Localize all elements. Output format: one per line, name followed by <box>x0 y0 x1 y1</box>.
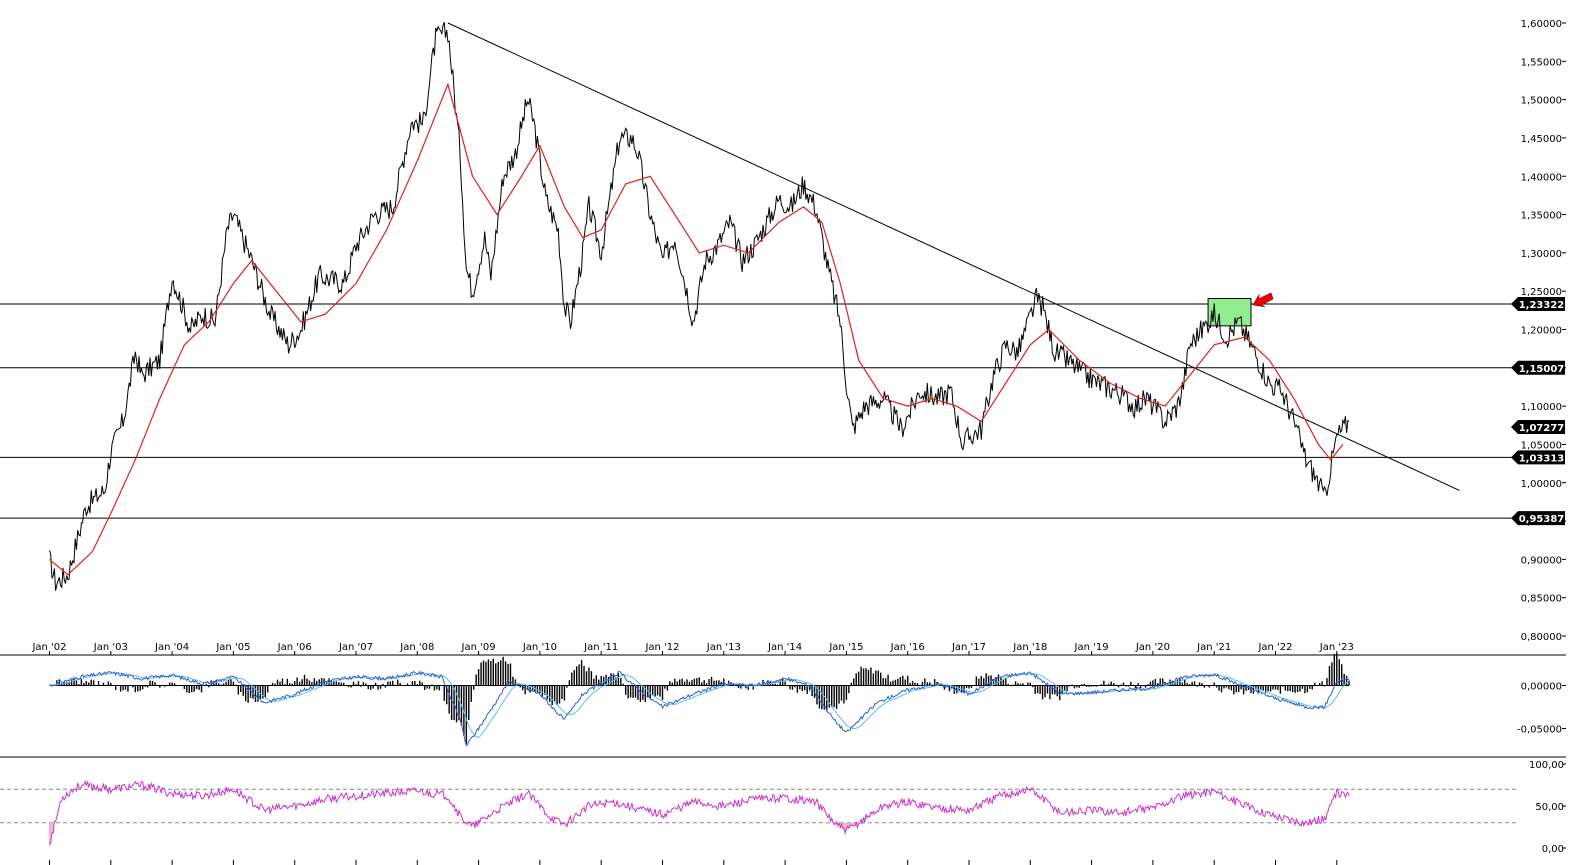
x-tick-label: Jan '16 <box>890 642 925 653</box>
moving-average-layer <box>49 82 1344 576</box>
price-panel: 1,60000 1,55000 1,50000 1,45000 1,40000 1,350… <box>0 19 1566 656</box>
level-tag-bg <box>1511 450 1565 465</box>
y-tick-label: 1,35000 <box>1521 211 1562 222</box>
x-tick-label: Jan '14 <box>767 642 802 653</box>
y-tick-label: 1,60000 <box>1521 19 1562 30</box>
x-tick-label: Jan '04 <box>154 642 189 653</box>
x-tick-label: Jan '08 <box>399 642 434 653</box>
level-tag-text: 1,03313 <box>1519 453 1565 464</box>
level-tag-text: 0,95387 <box>1519 514 1565 525</box>
y-tick-label: 1,25000 <box>1521 287 1562 298</box>
rsi-panel: 100,00 50,00 0,00 <box>0 760 1566 865</box>
rsi-y-tick-label: 0,00 <box>1542 844 1564 855</box>
macd-lines-layer <box>49 670 1350 747</box>
x-tick-label: Jan '20 <box>1135 642 1170 653</box>
y-tick-label: 1,30000 <box>1521 249 1562 260</box>
x-tick-label: Jan '07 <box>338 642 373 653</box>
level-tag-text: 1,23322 <box>1519 300 1565 311</box>
y-tick-label: 1,45000 <box>1521 134 1562 145</box>
level-tag-bg <box>1511 511 1565 526</box>
rsi-y-axis: 100,00 50,00 0,00 <box>1529 760 1566 855</box>
x-tick-label: Jan '03 <box>93 642 128 653</box>
current-price-tag-text: 1,07277 <box>1519 423 1565 434</box>
y-tick-label: 1,10000 <box>1521 402 1562 413</box>
x-tick-label: Jan '23 <box>1319 642 1354 653</box>
y-tick-label: 1,00000 <box>1521 479 1562 490</box>
x-tick-label: Jan '19 <box>1074 642 1109 653</box>
price-x-axis: Jan '02 Jan '03 Jan '04 Jan '05 Jan '06 Jan '… <box>31 642 1354 655</box>
price-level-tags: 1,23322 1,15007 1,03313 0,95387 1,07277 <box>1511 297 1565 526</box>
x-tick-label: Jan '21 <box>1196 642 1231 653</box>
x-tick-label: Jan '22 <box>1257 642 1292 653</box>
macd-signal-line <box>49 672 1350 738</box>
x-tick-label: Jan '10 <box>522 642 557 653</box>
y-tick-label: 0,85000 <box>1521 594 1562 605</box>
moving-average-line <box>49 82 1344 576</box>
rsi-line <box>49 779 1350 846</box>
x-tick-label: Jan '09 <box>461 642 496 653</box>
level-tag-bg <box>1511 360 1565 375</box>
x-tick-label: Jan '11 <box>583 642 618 653</box>
macd-panel: 0,00000 -0,05000 <box>0 653 1566 758</box>
level-tag-text: 1,15007 <box>1519 364 1565 375</box>
x-tick-label: Jan '15 <box>828 642 863 653</box>
y-tick-label: 0,80000 <box>1521 632 1562 643</box>
macd-histogram-layer <box>49 653 1350 744</box>
rsi-x-axis-ticks <box>49 860 1338 865</box>
y-tick-label: 1,50000 <box>1521 96 1562 107</box>
price-line <box>49 22 1350 591</box>
macd-y-axis: 0,00000 -0,05000 <box>1517 682 1566 736</box>
arrow-annotation <box>1252 292 1274 308</box>
rsi-y-tick-label: 50,00 <box>1535 802 1564 813</box>
x-tick-label: Jan '02 <box>31 642 66 653</box>
price-series-layer <box>49 22 1350 591</box>
price-y-axis: 1,60000 1,55000 1,50000 1,45000 1,40000 1,350… <box>1521 19 1566 643</box>
x-tick-label: Jan '13 <box>706 642 741 653</box>
horizontal-levels <box>0 303 1512 519</box>
x-tick-label: Jan '17 <box>951 642 986 653</box>
macd-y-tick-label: -0,05000 <box>1517 725 1562 736</box>
y-tick-label: 1,05000 <box>1521 440 1562 451</box>
current-price-tag-bg <box>1511 419 1565 434</box>
level-tag-bg <box>1511 297 1565 312</box>
y-tick-label: 1,20000 <box>1521 326 1562 337</box>
macd-y-tick-label: 0,00000 <box>1521 682 1562 693</box>
y-tick-label: 1,40000 <box>1521 172 1562 183</box>
rsi-reference-lines <box>0 788 1518 824</box>
rsi-series-layer <box>48 779 1350 846</box>
x-tick-label: Jan '18 <box>1012 642 1047 653</box>
y-tick-label: 0,90000 <box>1521 555 1562 566</box>
x-tick-label: Jan '12 <box>644 642 679 653</box>
x-tick-label: Jan '06 <box>277 642 312 653</box>
x-tick-label: Jan '05 <box>215 642 250 653</box>
rsi-y-tick-label: 100,00 <box>1529 760 1564 771</box>
y-tick-label: 1,55000 <box>1521 57 1562 68</box>
macd-line <box>49 670 1350 747</box>
